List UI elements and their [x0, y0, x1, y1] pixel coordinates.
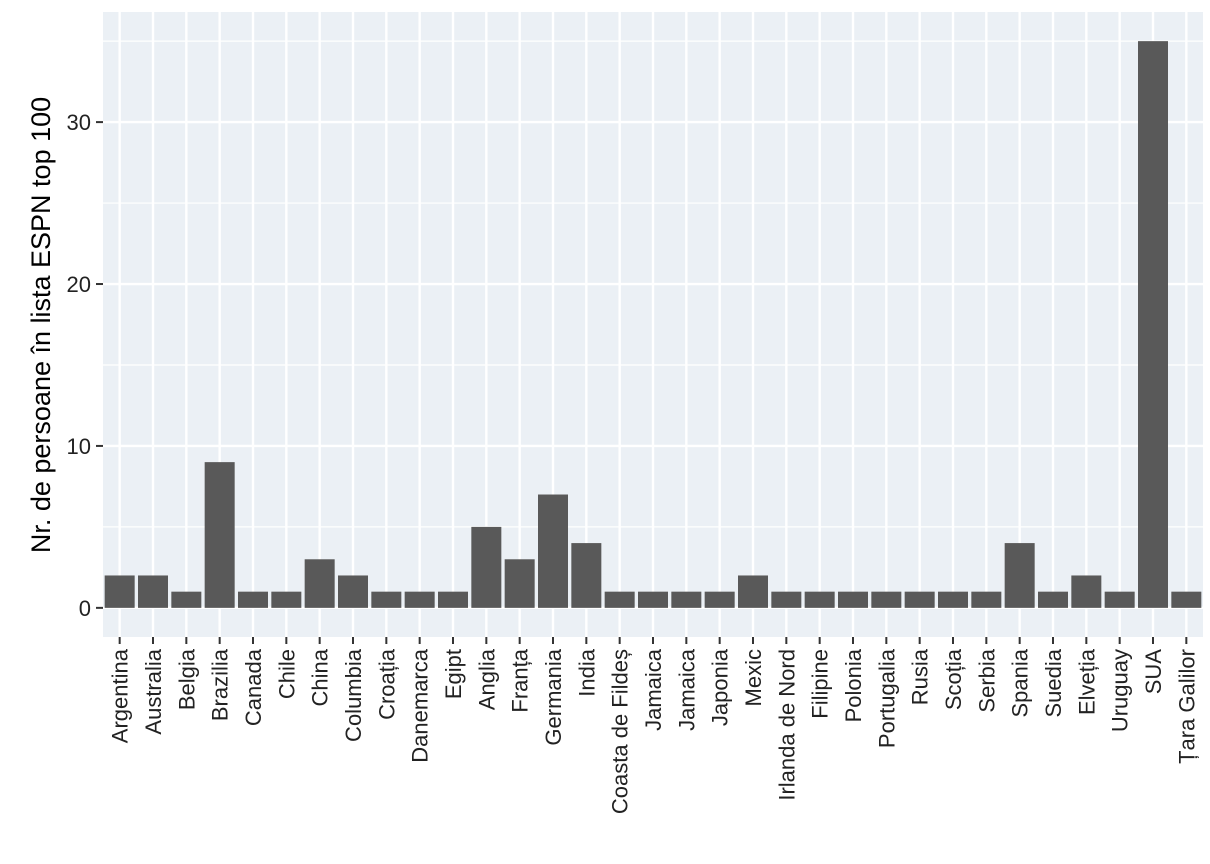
bar [1004, 543, 1035, 608]
x-tick-label: Danemarca [408, 648, 433, 762]
x-tick-label: Jamaica [674, 648, 699, 731]
bar [1171, 591, 1202, 608]
x-tick-label: Japonia [708, 648, 733, 726]
bar [271, 591, 302, 608]
bar [671, 591, 702, 608]
y-tick-label: 10 [67, 434, 91, 459]
x-tick-label: Mexic [741, 649, 766, 706]
x-tick-label: SUA [1141, 649, 1166, 695]
x-tick-label: Spania [1008, 648, 1033, 717]
bar [138, 575, 168, 608]
bar [1071, 575, 1102, 608]
y-axis: 0 10 20 30 [67, 110, 103, 621]
bar [404, 591, 435, 608]
x-tick-label: Serbia [974, 648, 999, 712]
y-axis-title: Nr. de persoane în lista ESPN top 100 [26, 97, 56, 553]
bar [238, 591, 268, 608]
x-tick-label: Elveția [1074, 648, 1099, 715]
x-axis: Argentina Australia Belgia Brazilia Canada Ch… [108, 637, 1199, 814]
bar [171, 591, 202, 608]
bar [104, 575, 135, 608]
x-tick-label: Canada [241, 648, 266, 726]
bar [838, 591, 868, 608]
bar [571, 543, 602, 608]
bar [438, 591, 468, 608]
x-tick-label: Anglia [474, 648, 499, 710]
bars [104, 41, 1202, 608]
x-tick-label: Germania [541, 648, 566, 745]
bar [871, 591, 902, 608]
bar [804, 591, 835, 608]
x-tick-label: Uruguay [1108, 649, 1133, 732]
x-tick-label: Brazilia [208, 648, 233, 721]
bar [1138, 41, 1168, 608]
bar [904, 591, 935, 608]
x-tick-label: Scoția [941, 648, 966, 710]
x-tick-label: Argentina [108, 648, 133, 743]
y-tick-label: 20 [67, 272, 91, 297]
y-tick-label: 0 [79, 596, 91, 621]
x-tick-label: Suedia [1041, 648, 1066, 717]
bar [304, 559, 335, 608]
y-tick-label: 30 [67, 110, 91, 135]
bar [1038, 591, 1068, 608]
x-tick-label: Filipine [808, 649, 833, 719]
x-tick-label: Columbia [341, 648, 366, 742]
x-tick-label: Egipt [441, 649, 466, 699]
bar [971, 591, 1002, 608]
bar [204, 462, 235, 608]
x-tick-label: Franța [508, 648, 533, 712]
bar [538, 494, 568, 608]
bar [471, 526, 502, 608]
x-tick-label: Coasta de Fildeș [608, 649, 633, 814]
x-tick-label: Australia [141, 648, 166, 734]
x-tick-label: Țara Galilor [1174, 649, 1199, 764]
bar [638, 591, 668, 608]
bar [738, 575, 768, 608]
x-tick-label: Croația [374, 648, 399, 720]
x-tick-label: India [574, 648, 599, 696]
bar [704, 591, 735, 608]
x-tick-label: Jamaica [641, 648, 666, 731]
bar [1104, 591, 1135, 608]
x-tick-label: Portugalia [874, 648, 899, 748]
bar [371, 591, 402, 608]
x-tick-label: Polonia [841, 648, 866, 722]
x-tick-label: Chile [274, 649, 299, 699]
x-tick-label: China [308, 648, 333, 706]
bar [938, 591, 968, 608]
x-tick-label: Belgia [174, 648, 199, 710]
x-tick-label: Irlanda de Nord [774, 649, 799, 801]
bar [771, 591, 802, 608]
bar [504, 559, 535, 608]
bar [338, 575, 368, 608]
x-tick-label: Rusia [908, 648, 933, 705]
bar [604, 591, 635, 608]
